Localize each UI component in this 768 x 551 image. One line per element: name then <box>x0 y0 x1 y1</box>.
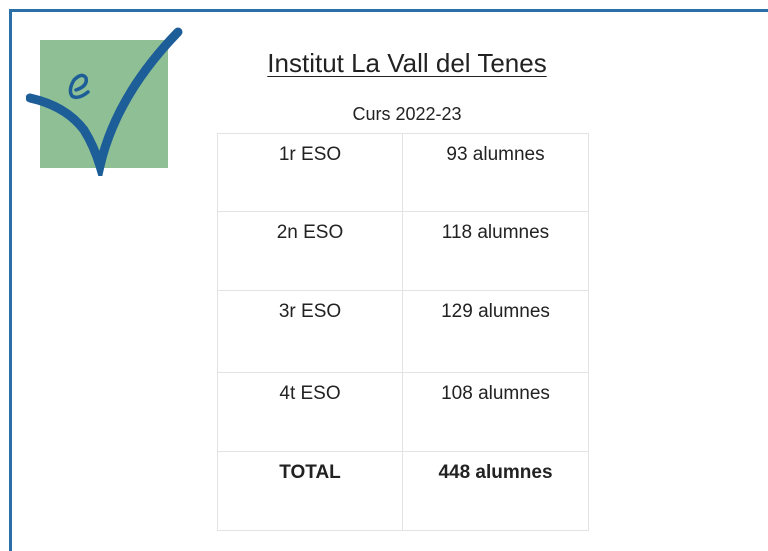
table-cell: 108 alumnes <box>402 372 589 452</box>
table-cell: 2n ESO <box>217 211 403 291</box>
table-row: 3r ESO 129 alumnes <box>217 290 589 373</box>
table-row: 4t ESO 108 alumnes <box>217 372 589 452</box>
table-cell: 93 alumnes <box>402 133 589 212</box>
logo-letter <box>68 73 90 100</box>
table-row: 1r ESO 93 alumnes <box>217 133 589 212</box>
enrollment-table: 1r ESO 93 alumnes 2n ESO 118 alumnes 3r ESO 1… <box>217 133 589 531</box>
table-cell: 4t ESO <box>217 372 403 452</box>
logo <box>26 27 183 176</box>
total-row: TOTAL 448 alumnes <box>217 451 589 531</box>
table-cell: 3r ESO <box>217 290 403 373</box>
title: Institut La Vall del Tenes <box>267 48 547 78</box>
table-cell: 129 alumnes <box>402 290 589 373</box>
subtitle: Curs 2022-23 <box>352 104 462 124</box>
slide-frame <box>9 9 768 551</box>
table-cell: 448 alumnes <box>402 451 589 531</box>
table-cell: 118 alumnes <box>402 211 589 291</box>
table-row: 2n ESO 118 alumnes <box>217 211 589 291</box>
table-cell: TOTAL <box>217 451 403 531</box>
table-cell: 1r ESO <box>217 133 403 212</box>
logo-check <box>26 27 183 176</box>
